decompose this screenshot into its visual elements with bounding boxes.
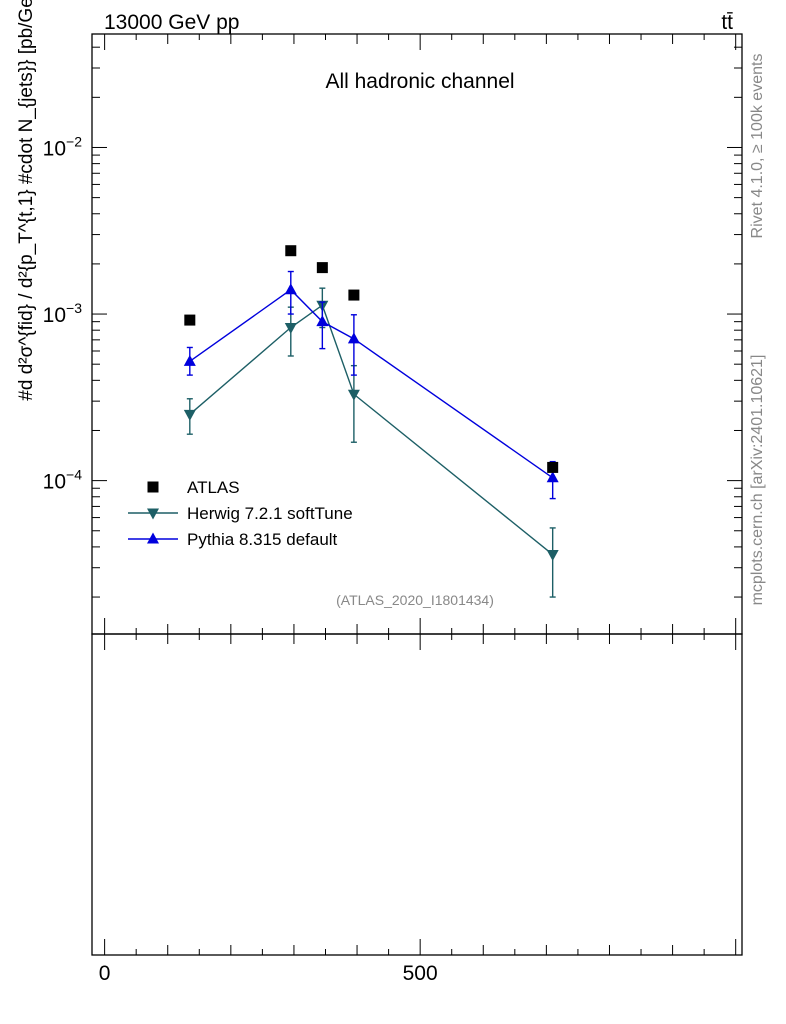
- data-point: [347, 332, 360, 344]
- rivet-version-label: Rivet 4.1.0, ≥ 100k events: [749, 54, 766, 239]
- y-tick-label-mantissa: 10: [43, 471, 66, 494]
- y-tick-label: 10−2: [43, 133, 83, 160]
- legend: ATLAS Herwig 7.2.1 softTune Pythia 8.315 d…: [128, 478, 353, 549]
- data-point: [284, 323, 297, 335]
- data-point: [347, 389, 360, 401]
- axes-group: 10−410−310−20 500: [43, 34, 742, 985]
- process-label: tt̄: [721, 11, 733, 34]
- legend-entry: Herwig 7.2.1 softTune: [128, 504, 353, 523]
- data-point: [183, 409, 196, 421]
- series-group: [183, 245, 559, 598]
- y-tick-label-mantissa: 10: [43, 137, 66, 160]
- legend-label: Pythia 8.315 default: [187, 530, 338, 549]
- y-tick-label: 10−4: [43, 467, 83, 494]
- x-tick-label: 0: [99, 962, 111, 985]
- legend-label: Herwig 7.2.1 softTune: [187, 504, 353, 523]
- y-axis-title: #d d²σ^{fid} / d²{p_T^{t,1} #cdot N_{jet…: [16, 0, 37, 401]
- legend-marker: [147, 508, 159, 520]
- legend-marker: [147, 532, 159, 544]
- legend-marker: [147, 481, 159, 493]
- data-point: [546, 471, 559, 483]
- legend-label: ATLAS: [187, 478, 240, 497]
- chart-title: All hadronic channel: [325, 70, 514, 93]
- data-point: [184, 314, 196, 326]
- ratio-plot-frame: [91, 633, 743, 956]
- analysis-watermark: (ATLAS_2020_I1801434): [336, 592, 494, 608]
- series-pythia-8-315-default: [183, 270, 559, 500]
- data-point: [285, 245, 297, 257]
- series-atlas: [184, 245, 559, 473]
- y-tick-label-mantissa: 10: [43, 304, 66, 327]
- energy-label: 13000 GeV pp: [104, 11, 239, 34]
- legend-entry: Pythia 8.315 default: [128, 530, 338, 549]
- series-line: [189, 288, 554, 479]
- data-point: [183, 354, 196, 366]
- x-tick-label: 500: [403, 962, 438, 985]
- y-tick-label-exponent: −2: [66, 133, 82, 149]
- data-point: [547, 461, 559, 473]
- legend-entry: ATLAS: [147, 478, 240, 497]
- data-point: [284, 283, 297, 295]
- y-tick-label-exponent: −4: [66, 467, 82, 483]
- data-point: [546, 550, 559, 562]
- y-tick-label-exponent: −3: [66, 300, 82, 316]
- y-tick-label: 10−3: [43, 300, 83, 327]
- mcplots-label: mcplots.cern.ch [arXiv:2401.10621]: [749, 355, 766, 606]
- data-point: [316, 315, 329, 327]
- data-point: [348, 289, 360, 301]
- data-point: [316, 262, 328, 274]
